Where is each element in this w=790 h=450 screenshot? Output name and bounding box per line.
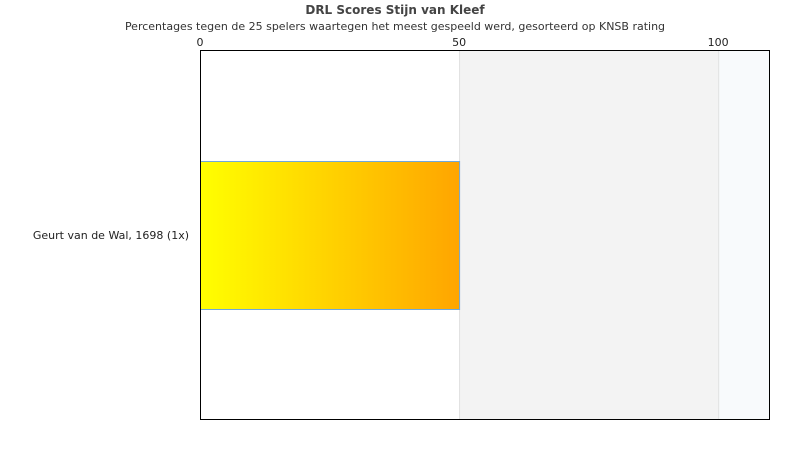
x-tick-label: 50 bbox=[452, 36, 466, 49]
bar[interactable] bbox=[200, 161, 461, 310]
chart-subtitle: Percentages tegen de 25 spelers waartege… bbox=[124, 20, 666, 33]
x-tick-label: 0 bbox=[197, 36, 204, 49]
plot-band bbox=[459, 50, 719, 420]
plot-frame bbox=[200, 50, 770, 420]
chart-title: DRL Scores Stijn van Kleef bbox=[305, 3, 485, 17]
x-tick-label: 100 bbox=[708, 36, 729, 49]
plot-band bbox=[718, 50, 770, 420]
category-label: Geurt van de Wal, 1698 (1x) bbox=[33, 229, 189, 242]
